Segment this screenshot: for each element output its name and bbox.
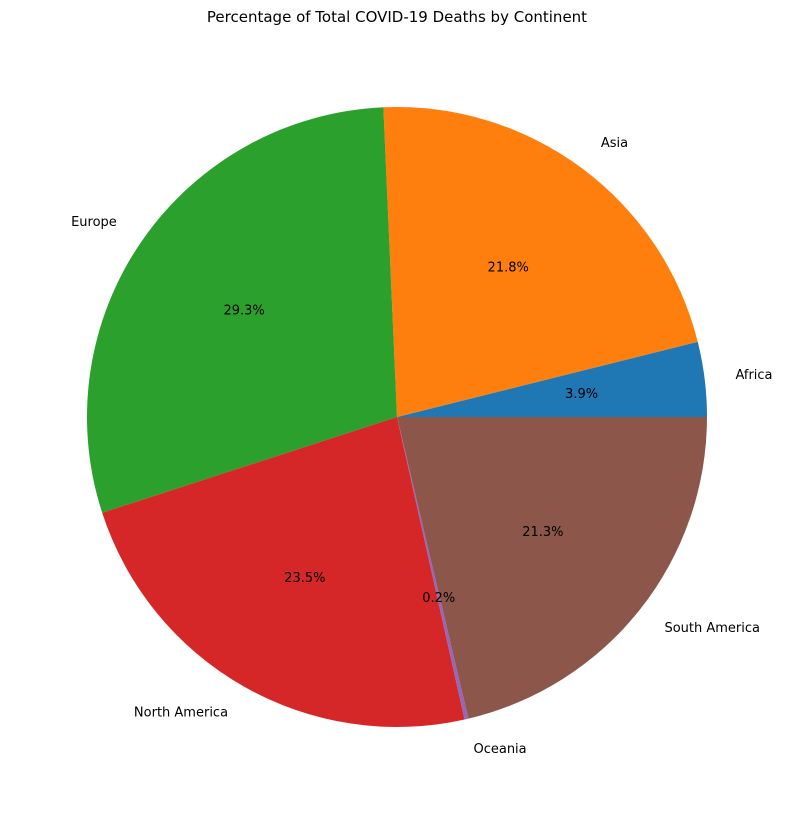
chart-title: Percentage of Total COVID-19 Deaths by C… bbox=[207, 8, 587, 26]
slice-label-north-america: North America bbox=[134, 706, 228, 721]
pie-slice-south-america bbox=[397, 417, 707, 719]
slice-label-africa: Africa bbox=[735, 368, 772, 383]
pie-slice-oceania bbox=[397, 417, 469, 720]
pct-label-europe: 29.3% bbox=[223, 304, 264, 319]
slice-label-europe: Europe bbox=[71, 215, 117, 230]
pct-label-north-america: 23.5% bbox=[284, 571, 325, 586]
slice-label-south-america: South America bbox=[664, 621, 760, 636]
pie-slices bbox=[86, 107, 707, 727]
percentage-labels: 3.9% 21.8% 29.3% 23.5% 0.2% 21.3% bbox=[223, 260, 598, 605]
slice-label-asia: Asia bbox=[601, 136, 628, 151]
pct-label-south-america: 21.3% bbox=[522, 525, 563, 540]
category-labels: Africa Asia Europe North America Oceania Sout… bbox=[71, 136, 772, 757]
pie-slice-asia bbox=[383, 107, 698, 417]
pct-label-oceania: 0.2% bbox=[422, 591, 455, 606]
pie-slice-africa bbox=[397, 341, 707, 417]
slice-label-oceania: Oceania bbox=[473, 742, 526, 757]
pct-label-africa: 3.9% bbox=[565, 387, 598, 402]
pie-slice-north-america bbox=[102, 417, 465, 727]
pie-slice-europe bbox=[86, 107, 398, 513]
pct-label-asia: 21.8% bbox=[488, 260, 529, 275]
